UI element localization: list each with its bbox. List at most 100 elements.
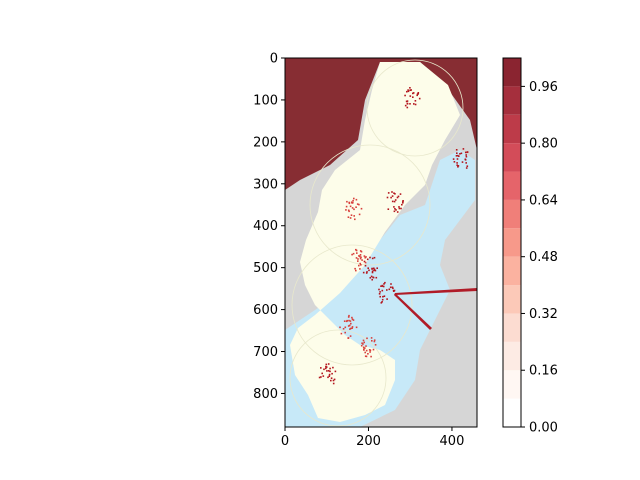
hotspot-pixel bbox=[330, 377, 333, 379]
hotspot-pixel bbox=[373, 267, 375, 270]
range-circle bbox=[309, 144, 431, 266]
hotspot-pixel bbox=[366, 258, 369, 261]
hotspot-cluster bbox=[362, 256, 378, 281]
hotspot-pixel bbox=[372, 276, 374, 279]
hotspot-pixel bbox=[398, 206, 400, 208]
hotspot-pixel bbox=[352, 201, 354, 204]
hotspot-pixel bbox=[393, 192, 395, 194]
colorbar-frame bbox=[502, 57, 522, 428]
hotspot-pixel bbox=[413, 103, 415, 105]
hotspot-pixel bbox=[359, 262, 361, 265]
hotspot-pixel bbox=[380, 285, 382, 287]
hotspot-pixel bbox=[410, 89, 412, 91]
hotspot-pixel bbox=[347, 337, 349, 339]
hotspot-pixel bbox=[364, 347, 366, 349]
colorbar-band bbox=[503, 199, 521, 229]
colorbar-band bbox=[503, 58, 521, 87]
hotspot-pixel bbox=[354, 267, 356, 270]
hotspot-cluster bbox=[339, 314, 358, 339]
y-tick-label: 500 bbox=[253, 261, 278, 276]
hotspot-pixel bbox=[412, 96, 414, 98]
hotspot-pixel bbox=[362, 271, 365, 274]
hotspot-pixel bbox=[347, 316, 350, 318]
y-tick-label: 100 bbox=[253, 93, 278, 108]
hotspot-pixel bbox=[391, 200, 394, 203]
hotspot-pixel bbox=[456, 164, 458, 166]
hotspot-pixel bbox=[394, 199, 397, 201]
hotspot-pixel bbox=[381, 289, 384, 292]
hotspot-pixel bbox=[404, 94, 406, 97]
hotspot-pixel bbox=[452, 158, 455, 160]
hotspot-pixel bbox=[459, 153, 461, 155]
hotspot-pixel bbox=[367, 353, 369, 355]
hotspot-pixel bbox=[349, 320, 352, 322]
hotspot-pixel bbox=[331, 372, 333, 375]
hotspot-pixel bbox=[348, 319, 350, 322]
hotspot-pixel bbox=[363, 348, 365, 350]
hotspot-pixel bbox=[386, 196, 389, 199]
hotspot-pixel bbox=[391, 195, 394, 197]
beam-southeast bbox=[394, 293, 432, 330]
hotspot-pixel bbox=[414, 100, 417, 102]
hotspot-pixel bbox=[367, 267, 369, 269]
hotspot-pixel bbox=[406, 106, 409, 109]
hotspot-pixel bbox=[402, 200, 404, 202]
hotspot-pixel bbox=[381, 284, 384, 287]
hotspot-pixel bbox=[347, 325, 350, 327]
hotspot-pixel bbox=[456, 152, 458, 154]
hotspot-pixel bbox=[359, 257, 362, 260]
hotspot-pixel bbox=[465, 162, 467, 164]
hotspot-pixel bbox=[339, 326, 341, 329]
hotspot-pixel bbox=[320, 367, 322, 369]
hotspot-pixel bbox=[390, 196, 392, 199]
hotspot-pixel bbox=[351, 207, 354, 209]
hotspot-pixel bbox=[404, 104, 407, 107]
hotspot-pixel bbox=[346, 200, 348, 203]
hotspot-pixel bbox=[465, 155, 468, 158]
hotspot-pixel bbox=[453, 161, 456, 163]
hotspot-pixel bbox=[464, 159, 467, 161]
hotspot-pixel bbox=[383, 283, 385, 285]
colorbar-band bbox=[503, 143, 521, 172]
hotspot-pixel bbox=[466, 151, 469, 153]
hotspot-pixel bbox=[359, 255, 361, 258]
x-axis: 0 200 400 bbox=[281, 427, 464, 449]
hotspot-pixel bbox=[409, 103, 411, 105]
hotspot-pixel bbox=[353, 208, 355, 211]
hotspot-pixel bbox=[374, 344, 377, 346]
hotspot-pixel bbox=[457, 154, 459, 157]
hotspot-pixel bbox=[352, 252, 355, 255]
hotspot-pixel bbox=[358, 264, 360, 267]
hotspot-pixel bbox=[393, 210, 396, 213]
hotspot-pixel bbox=[399, 193, 402, 195]
hotspot-pixel bbox=[327, 370, 330, 372]
hotspot-pixel bbox=[361, 259, 363, 261]
land-area bbox=[290, 62, 460, 422]
hotspot-pixel bbox=[406, 90, 408, 93]
hotspot-pixel bbox=[380, 302, 383, 304]
range-circle bbox=[289, 329, 387, 427]
hotspot-pixel bbox=[392, 289, 395, 292]
hotspot-pixel bbox=[351, 253, 353, 256]
hotspot-pixel bbox=[462, 148, 465, 150]
hotspot-pixel bbox=[352, 319, 355, 321]
hotspot-pixel bbox=[400, 207, 402, 210]
hotspot-pixel bbox=[355, 257, 358, 259]
hotspot-pixel bbox=[388, 288, 391, 291]
hotspot-pixel bbox=[396, 196, 399, 199]
hotspot-pixel bbox=[343, 320, 346, 322]
colorbar-tick-label: 0.16 bbox=[529, 364, 558, 379]
y-tick-label: 200 bbox=[253, 135, 278, 150]
hotspot-pixel bbox=[465, 154, 467, 156]
hotspot-pixel bbox=[394, 193, 396, 195]
hotspot-pixel bbox=[379, 295, 381, 298]
colorbar-band bbox=[503, 313, 521, 342]
hotspot-pixel bbox=[355, 326, 358, 329]
hotspot-pixel bbox=[387, 192, 390, 194]
hotspot-pixel bbox=[374, 269, 377, 272]
hotspot-pixel bbox=[364, 351, 366, 354]
hotspot-pixel bbox=[371, 270, 374, 273]
y-tick-label: 600 bbox=[253, 303, 278, 318]
hotspot-pixel bbox=[371, 340, 373, 342]
hotspot-pixel bbox=[366, 337, 368, 340]
